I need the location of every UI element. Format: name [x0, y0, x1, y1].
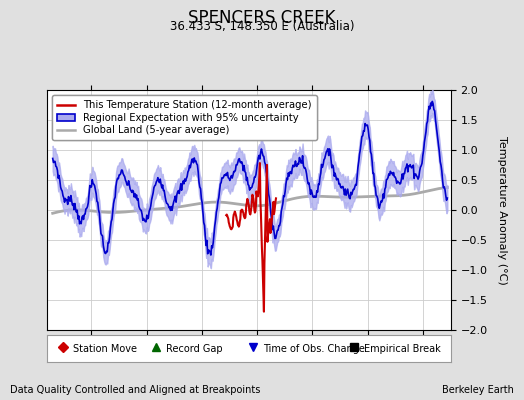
- Text: Data Quality Controlled and Aligned at Breakpoints: Data Quality Controlled and Aligned at B…: [10, 385, 261, 395]
- Text: Time of Obs. Change: Time of Obs. Change: [263, 344, 365, 354]
- Text: Berkeley Earth: Berkeley Earth: [442, 385, 514, 395]
- Text: 36.433 S, 148.350 E (Australia): 36.433 S, 148.350 E (Australia): [170, 20, 354, 33]
- Text: Record Gap: Record Gap: [166, 344, 223, 354]
- Legend: This Temperature Station (12-month average), Regional Expectation with 95% uncer: This Temperature Station (12-month avera…: [52, 95, 316, 140]
- Text: Station Move: Station Move: [73, 344, 137, 354]
- Text: SPENCERS CREEK: SPENCERS CREEK: [188, 9, 336, 27]
- Y-axis label: Temperature Anomaly (°C): Temperature Anomaly (°C): [497, 136, 507, 284]
- Text: Empirical Break: Empirical Break: [364, 344, 441, 354]
